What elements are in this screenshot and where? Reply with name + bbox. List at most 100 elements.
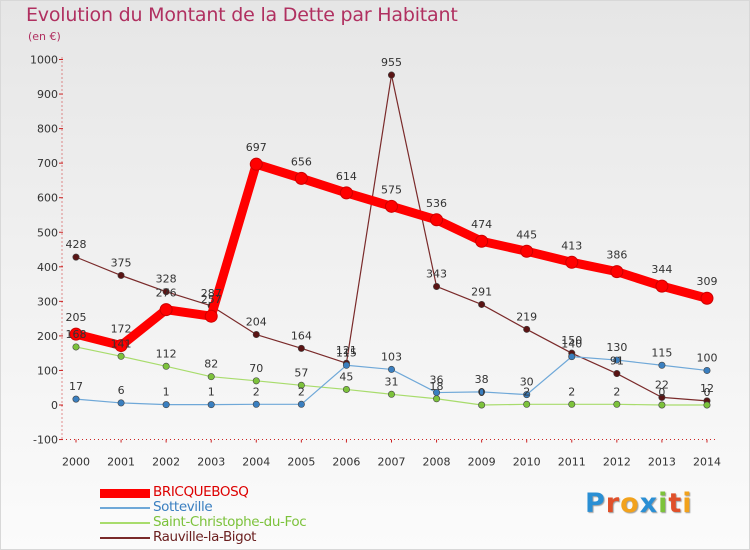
legend-item: BRICQUEBOSQ — [100, 484, 420, 501]
data-point — [117, 399, 125, 407]
data-point — [523, 400, 531, 408]
legend-label: Sotteville — [153, 499, 213, 515]
data-point — [610, 265, 624, 279]
data-point — [430, 213, 444, 227]
y-tick-label: 900 — [37, 88, 58, 101]
data-point — [703, 401, 711, 409]
data-point — [568, 353, 576, 361]
data-point — [613, 356, 621, 364]
chart-legend: BRICQUEBOSQ Sotteville Saint-Christophe-du… — [100, 484, 420, 546]
data-label: 955 — [381, 56, 402, 69]
x-tick-label: 2010 — [513, 456, 541, 469]
data-point — [613, 370, 621, 378]
y-tick-label: 300 — [37, 295, 58, 308]
data-point — [384, 199, 398, 213]
data-point — [387, 71, 395, 79]
data-label: 17 — [69, 380, 83, 393]
data-point — [658, 361, 666, 369]
data-label: 2 — [613, 385, 620, 398]
data-label: 445 — [516, 228, 537, 241]
data-label: 36 — [430, 374, 444, 387]
data-label: 2 — [253, 385, 260, 398]
data-point — [478, 388, 486, 396]
data-point — [114, 339, 128, 353]
y-tick-label: -100 — [33, 434, 58, 447]
data-label: 150 — [561, 334, 582, 347]
data-label: 474 — [471, 218, 492, 231]
data-point — [117, 352, 125, 360]
data-label: 130 — [606, 341, 627, 354]
x-tick-label: 2007 — [377, 456, 405, 469]
data-point — [297, 381, 305, 389]
data-label: 45 — [339, 370, 353, 383]
data-point — [613, 400, 621, 408]
legend-item: Saint-Christophe-du-Foc — [100, 514, 420, 531]
x-tick-label: 2012 — [603, 456, 631, 469]
legend-label: Saint-Christophe-du-Foc — [153, 514, 307, 530]
y-tick-label: 0 — [51, 399, 58, 412]
data-label: 428 — [66, 238, 87, 251]
data-label: 31 — [384, 375, 398, 388]
y-tick-label: 200 — [37, 330, 58, 343]
data-point — [249, 157, 263, 171]
data-point — [207, 401, 215, 409]
data-point — [297, 344, 305, 352]
data-label: 70 — [249, 362, 263, 375]
data-label: 2 — [298, 385, 305, 398]
data-point — [478, 401, 486, 409]
data-label: 140 — [561, 338, 582, 351]
legend-swatch — [100, 522, 150, 524]
x-tick-label: 2004 — [242, 456, 270, 469]
data-point — [294, 171, 308, 185]
x-tick-label: 2005 — [287, 456, 315, 469]
data-label: 6 — [118, 384, 125, 397]
data-label: 343 — [426, 267, 447, 280]
data-point — [162, 401, 170, 409]
data-point — [72, 253, 80, 261]
data-point — [387, 365, 395, 373]
data-label: 656 — [291, 155, 312, 168]
data-label: 276 — [156, 287, 177, 300]
x-tick-label: 2002 — [152, 456, 180, 469]
data-label: 164 — [291, 329, 312, 342]
y-tick-label: 1000 — [30, 54, 58, 67]
data-point — [523, 391, 531, 399]
data-label: 1 — [163, 386, 170, 399]
data-label: 38 — [475, 373, 489, 386]
logo-letter: o — [620, 488, 640, 519]
data-point — [433, 282, 441, 290]
logo-letter: x — [639, 488, 659, 519]
data-label: 344 — [651, 263, 672, 276]
data-point — [703, 366, 711, 374]
data-label: 291 — [471, 285, 492, 298]
data-point — [433, 395, 441, 403]
data-point — [204, 309, 218, 323]
data-label: 0 — [703, 386, 710, 399]
data-point — [162, 288, 170, 296]
x-tick-label: 2001 — [107, 456, 135, 469]
chart-subtitle: (en €) — [28, 30, 61, 43]
data-label: 22 — [655, 378, 669, 391]
logo-letter: t — [668, 488, 683, 519]
data-label: 1 — [208, 386, 215, 399]
data-label: 375 — [111, 256, 132, 269]
x-tick-label: 2014 — [693, 456, 721, 469]
data-label: 536 — [426, 197, 447, 210]
data-label: 115 — [336, 346, 357, 359]
data-point — [207, 373, 215, 381]
data-point — [297, 400, 305, 408]
proxiti-logo: Proxiti — [585, 488, 693, 519]
data-point — [252, 400, 260, 408]
x-tick-label: 2011 — [558, 456, 586, 469]
data-point — [520, 244, 534, 258]
data-label: 386 — [606, 249, 627, 262]
data-label: 121 — [336, 344, 357, 357]
data-point — [252, 331, 260, 339]
data-point — [475, 234, 489, 248]
data-point — [69, 327, 83, 341]
data-label: 115 — [651, 346, 672, 359]
data-point — [478, 300, 486, 308]
y-tick-label: 400 — [37, 261, 58, 274]
data-point — [565, 255, 579, 269]
data-label: 82 — [204, 358, 218, 371]
